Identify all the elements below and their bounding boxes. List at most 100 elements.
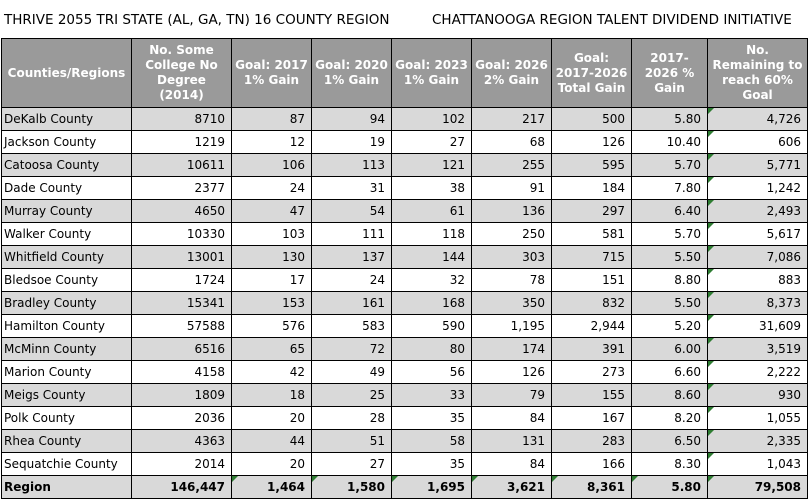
total-cell-goal-2023: 1,695: [391, 475, 472, 499]
cell-total-gain: 167: [551, 406, 632, 430]
cell-goal-2017: 130: [231, 245, 312, 269]
cell-remaining: 883: [707, 268, 808, 292]
cell-some-college: 57588: [131, 314, 232, 338]
cell-goal-2017: 44: [231, 429, 312, 453]
cell-goal-2017: 47: [231, 199, 312, 223]
cell-goal-2023: 121: [391, 153, 472, 177]
cell-goal-2026: 136: [471, 199, 552, 223]
cell-some-college: 8710: [131, 107, 232, 131]
cell-county-name: McMinn County: [1, 337, 132, 361]
table-row: Whitfield County 13001 130 137 144 303 715 5.50…: [1, 245, 808, 269]
cell-goal-2026: 255: [471, 153, 552, 177]
table-row: Bradley County 15341 153 161 168 350 832 5.50 8,…: [1, 291, 808, 315]
cell-goal-2020: 28: [311, 406, 392, 430]
cell-pct-gain: 6.50: [631, 429, 708, 453]
cell-some-college: 15341: [131, 291, 232, 315]
total-cell-total-gain: 8,361: [551, 475, 632, 499]
cell-pct-gain: 8.60: [631, 383, 708, 407]
total-cell-remaining: 79,508: [707, 475, 808, 499]
cell-goal-2020: 583: [311, 314, 392, 338]
cell-goal-2026: 217: [471, 107, 552, 131]
cell-goal-2020: 137: [311, 245, 392, 269]
cell-goal-2023: 35: [391, 406, 472, 430]
table-row: Marion County 4158 42 49 56 126 273 6.60 2,222: [1, 360, 808, 384]
cell-pct-gain: 7.80: [631, 176, 708, 200]
cell-remaining: 7,086: [707, 245, 808, 269]
cell-pct-gain: 5.70: [631, 153, 708, 177]
cell-some-college: 13001: [131, 245, 232, 269]
cell-remaining: 930: [707, 383, 808, 407]
total-cell-goal-2026: 3,621: [471, 475, 552, 499]
header-cell-counties: Counties/Regions: [1, 38, 132, 108]
cell-county-name: Marion County: [1, 360, 132, 384]
cell-pct-gain: 8.30: [631, 452, 708, 476]
header-cell-goal-2026: Goal: 2026 2% Gain: [471, 38, 552, 108]
cell-pct-gain: 10.40: [631, 130, 708, 154]
total-cell-pct-gain: 5.80: [631, 475, 708, 499]
cell-remaining: 3,519: [707, 337, 808, 361]
table-row: DeKalb County 8710 87 94 102 217 500 5.80 4,726: [1, 107, 808, 131]
cell-goal-2020: 51: [311, 429, 392, 453]
cell-remaining: 2,335: [707, 429, 808, 453]
cell-goal-2023: 56: [391, 360, 472, 384]
cell-remaining: 1,055: [707, 406, 808, 430]
cell-remaining: 5,771: [707, 153, 808, 177]
cell-remaining: 5,617: [707, 222, 808, 246]
cell-goal-2020: 113: [311, 153, 392, 177]
cell-remaining: 1,043: [707, 452, 808, 476]
table-row: Walker County 10330 103 111 118 250 581 5.70 5,6…: [1, 222, 808, 246]
cell-goal-2026: 84: [471, 406, 552, 430]
talent-dividend-table: Counties/Regions No. Some College No Deg…: [1, 38, 808, 499]
cell-goal-2017: 87: [231, 107, 312, 131]
cell-county-name: Walker County: [1, 222, 132, 246]
cell-goal-2023: 168: [391, 291, 472, 315]
cell-goal-2020: 94: [311, 107, 392, 131]
cell-goal-2023: 61: [391, 199, 472, 223]
cell-goal-2026: 126: [471, 360, 552, 384]
header-cell-total-gain: Goal: 2017-2026 Total Gain: [551, 38, 632, 108]
cell-goal-2020: 161: [311, 291, 392, 315]
cell-goal-2020: 54: [311, 199, 392, 223]
table-row: Hamilton County 57588 576 583 590 1,195 2,944 5…: [1, 314, 808, 338]
cell-county-name: Polk County: [1, 406, 132, 430]
cell-goal-2020: 24: [311, 268, 392, 292]
table-row: Polk County 2036 20 28 35 84 167 8.20 1,055: [1, 406, 808, 430]
cell-total-gain: 595: [551, 153, 632, 177]
cell-some-college: 10330: [131, 222, 232, 246]
cell-goal-2017: 20: [231, 452, 312, 476]
cell-pct-gain: 5.20: [631, 314, 708, 338]
table-row: Murray County 4650 47 54 61 136 297 6.40 2,493: [1, 199, 808, 223]
cell-goal-2023: 118: [391, 222, 472, 246]
cell-remaining: 2,222: [707, 360, 808, 384]
cell-county-name: Rhea County: [1, 429, 132, 453]
cell-goal-2017: 576: [231, 314, 312, 338]
cell-some-college: 4650: [131, 199, 232, 223]
cell-remaining: 2,493: [707, 199, 808, 223]
cell-total-gain: 283: [551, 429, 632, 453]
cell-remaining: 8,373: [707, 291, 808, 315]
cell-goal-2023: 33: [391, 383, 472, 407]
cell-pct-gain: 5.70: [631, 222, 708, 246]
cell-pct-gain: 5.50: [631, 245, 708, 269]
cell-goal-2026: 68: [471, 130, 552, 154]
cell-goal-2017: 103: [231, 222, 312, 246]
cell-total-gain: 297: [551, 199, 632, 223]
cell-goal-2017: 17: [231, 268, 312, 292]
header-cell-goal-2023: Goal: 2023 1% Gain: [391, 38, 472, 108]
header-cell-goal-2020: Goal: 2020 1% Gain: [311, 38, 392, 108]
cell-goal-2026: 350: [471, 291, 552, 315]
cell-goal-2017: 42: [231, 360, 312, 384]
cell-goal-2020: 72: [311, 337, 392, 361]
cell-some-college: 2014: [131, 452, 232, 476]
table-row: Dade County 2377 24 31 38 91 184 7.80 1,242: [1, 176, 808, 200]
cell-goal-2023: 35: [391, 452, 472, 476]
cell-goal-2020: 111: [311, 222, 392, 246]
cell-total-gain: 155: [551, 383, 632, 407]
cell-pct-gain: 5.50: [631, 291, 708, 315]
header-cell-goal-2017: Goal: 2017 1% Gain: [231, 38, 312, 108]
cell-goal-2017: 65: [231, 337, 312, 361]
cell-county-name: Hamilton County: [1, 314, 132, 338]
cell-county-name: Catoosa County: [1, 153, 132, 177]
cell-county-name: Bledsoe County: [1, 268, 132, 292]
cell-goal-2023: 102: [391, 107, 472, 131]
